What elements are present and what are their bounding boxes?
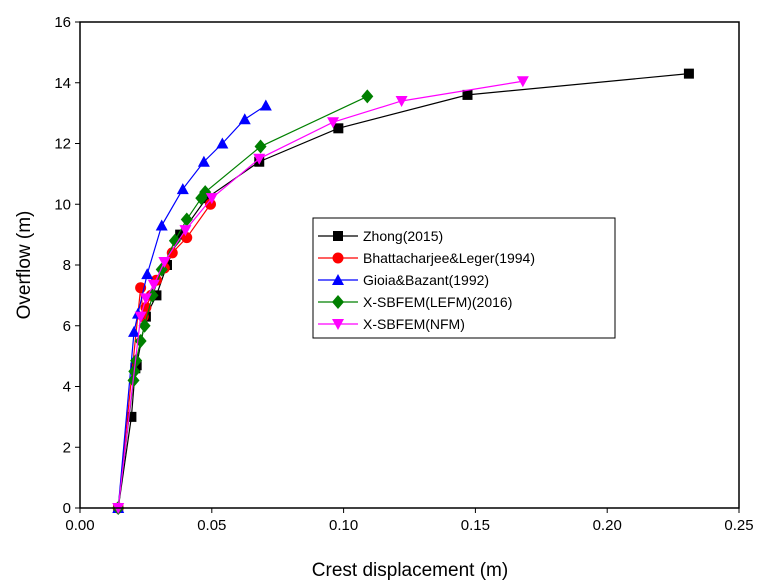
y-tick-label: 12 [54,136,71,153]
x-tick-label: 0.20 [593,517,622,534]
legend: Zhong(2015) Bhattacharjee&Leger(1994) Gioi… [312,217,616,339]
data-point [126,411,137,422]
data-point [259,99,272,111]
data-point [176,183,189,195]
y-tick-label: 6 [63,318,71,335]
x-tick-label: 0.00 [65,517,94,534]
data-point [139,293,152,305]
y-tick-label: 0 [63,500,71,517]
data-point [168,233,181,248]
legend-label: Bhattacharjee&Leger(1994) [363,250,535,266]
y-tick-label: 14 [54,75,71,92]
series-line [117,105,267,509]
data-point [180,212,193,227]
data-point [462,89,473,100]
legend-label: Gioia&Bazant(1992) [363,272,489,288]
data-point [333,123,344,134]
legend-marker [332,274,344,285]
plot-frame [79,21,740,509]
data-point [361,89,374,104]
data-point [216,137,229,149]
data-point [155,219,168,231]
legend-marker [333,231,343,241]
data-point [254,139,267,154]
legend-marker [332,295,344,309]
data-point [181,232,193,244]
data-point [253,153,266,165]
y-tick-label: 8 [63,257,71,274]
data-point [147,279,160,291]
data-point [128,325,141,337]
y-tick-label: 16 [54,14,71,31]
data-point [683,68,694,79]
data-point [327,117,340,129]
data-point [138,318,151,333]
x-axis-title: Crest displacement (m) [312,560,508,581]
y-tick-label: 4 [63,379,71,396]
data-point [516,76,529,88]
axes: 0.00 0.05 0.10 0.15 0.20 0.25 0 2 4 6 8 10 12 14 16 [54,14,753,534]
series-layer [112,68,694,515]
legend-label: Zhong(2015) [363,228,443,244]
x-tick-label: 0.25 [724,517,753,534]
data-point [130,353,143,368]
data-point [166,247,178,259]
legend-marker [332,319,344,330]
legend-label: X-SBFEM(LEFM)(2016) [363,294,512,310]
y-axis-title: Overflow (m) [14,211,35,320]
data-point [179,225,192,237]
data-point [141,268,154,280]
legend-marker [332,252,344,264]
x-tick-label: 0.05 [197,517,226,534]
legend-label: X-SBFEM(NFM) [363,316,465,332]
data-point [205,193,218,205]
data-point [175,229,186,240]
data-point [197,155,210,167]
y-tick-label: 10 [54,196,71,213]
y-tick-label: 2 [63,439,71,456]
x-tick-label: 0.10 [329,517,358,534]
data-point [134,311,147,323]
data-point [238,113,251,125]
data-point [158,256,171,268]
data-point [395,95,408,107]
series-4 [112,76,529,514]
legend-box [312,217,616,339]
x-tick-label: 0.15 [461,517,490,534]
